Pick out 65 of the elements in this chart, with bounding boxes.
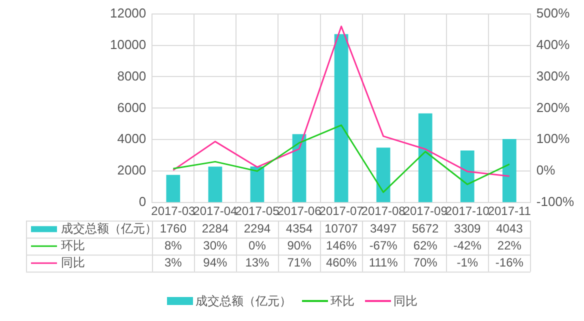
- data-label: 4043: [496, 221, 524, 236]
- y2-tick-label: 0%: [536, 162, 556, 178]
- data-label: 70%: [413, 255, 438, 270]
- x-tick-label: 2017-08: [361, 204, 406, 218]
- data-label: 30%: [203, 238, 228, 252]
- bar: [250, 166, 264, 202]
- data-label: 3497: [370, 221, 397, 236]
- x-tick-label: 2017-06: [277, 204, 322, 218]
- y2-tick-label: -100%: [536, 194, 574, 210]
- bar: [334, 34, 348, 202]
- text: 环比: [330, 294, 354, 308]
- legend-label: 环比: [61, 238, 85, 252]
- y-tick-label: 10000: [110, 36, 146, 52]
- bar: [502, 138, 516, 202]
- y2-tick-label: 300%: [536, 68, 570, 84]
- bar: [292, 134, 306, 202]
- data-label: 5672: [412, 221, 440, 236]
- data-label: -42%: [453, 238, 482, 252]
- x-tick-label: 2017-07: [319, 204, 364, 218]
- data-label: 10707: [324, 221, 358, 236]
- y-tick-label: 6000: [117, 100, 146, 115]
- data-label: 460%: [326, 255, 357, 270]
- bar: [208, 166, 222, 202]
- bar: [418, 113, 432, 202]
- text: 成交总额（亿元）: [196, 294, 292, 308]
- bar: [460, 150, 474, 202]
- data-label: 2294: [244, 221, 271, 236]
- y2-tick-label: 500%: [536, 5, 570, 20]
- y-tick-label: 12000: [110, 5, 146, 20]
- y-tick-label: 8000: [117, 68, 146, 84]
- data-label: -67%: [369, 238, 398, 252]
- y2-tick-label: 100%: [536, 131, 570, 146]
- data-label: 94%: [203, 255, 228, 270]
- data-label: 62%: [413, 238, 438, 252]
- data-label: 3309: [454, 221, 482, 236]
- data-label: -1%: [456, 255, 478, 270]
- data-label: 13%: [245, 255, 270, 270]
- y-tick-label: 2000: [117, 162, 146, 178]
- data-label: 90%: [287, 238, 312, 252]
- x-tick-label: 2017-05: [235, 204, 280, 218]
- data-label: -16%: [495, 255, 524, 270]
- data-label: 71%: [287, 255, 312, 270]
- text: 同比: [61, 255, 85, 270]
- data-label: 2284: [202, 221, 229, 236]
- y2-tick-label: 400%: [536, 36, 570, 52]
- bar: [166, 174, 180, 202]
- data-label: 0%: [248, 238, 266, 252]
- x-tick-label: 2017-09: [403, 204, 448, 218]
- y-tick-label: 4000: [117, 131, 146, 146]
- data-label: 3%: [164, 255, 182, 270]
- data-label: 22%: [497, 238, 522, 252]
- x-tick-label: 2017-03: [151, 204, 196, 218]
- x-tick-label: 2017-04: [193, 204, 238, 218]
- y2-tick-label: 200%: [536, 100, 570, 115]
- y-tick-label: 0: [138, 194, 146, 210]
- legend-label: 成交总额（亿元）: [61, 221, 157, 236]
- x-tick-label: 2017-11: [488, 204, 532, 218]
- data-label: 4354: [286, 221, 313, 236]
- legend-label: 同比: [394, 292, 418, 310]
- data-label: 1760: [160, 221, 187, 236]
- data-label: 8%: [164, 238, 182, 252]
- bar: [376, 148, 390, 202]
- x-tick-label: 2017-10: [445, 204, 490, 218]
- data-label: 111%: [368, 255, 398, 270]
- data-label: 146%: [326, 238, 357, 252]
